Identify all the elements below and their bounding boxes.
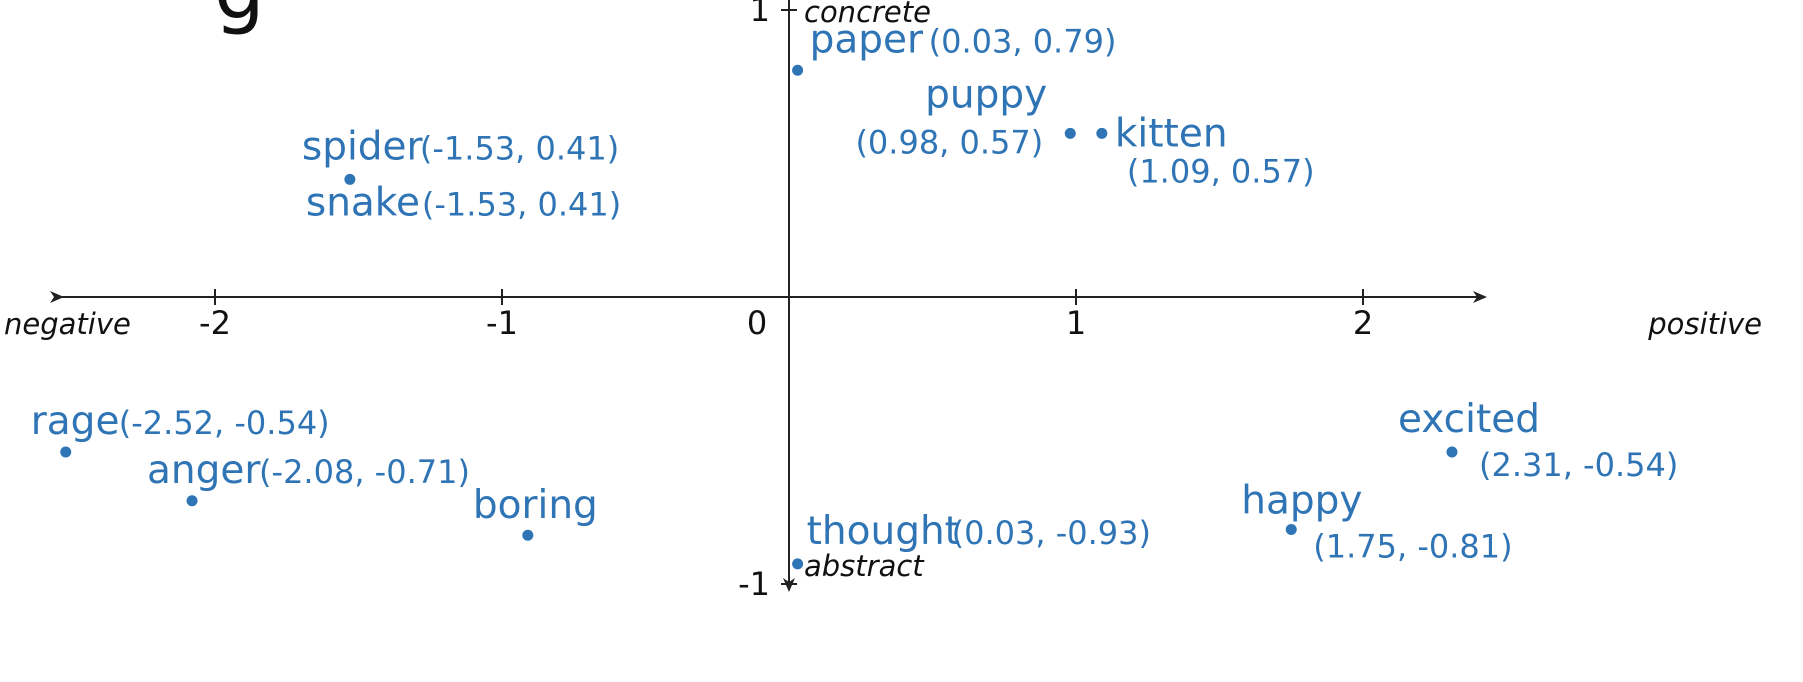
coord-label-snake: (-1.53, 0.41) [422, 185, 621, 223]
y-axis-negative-label: abstract [804, 549, 925, 583]
data-point-puppy [1064, 127, 1076, 139]
data-point-spider [344, 173, 356, 185]
word-label-kitten: kitten [1115, 111, 1228, 156]
data-point-happy [1285, 523, 1297, 535]
coord-label-kitten: (1.09, 0.57) [1127, 152, 1315, 190]
x-axis-positive-label: positive [1647, 307, 1762, 341]
coord-label-anger: (-2.08, -0.71) [259, 453, 470, 491]
x-tick-label: -2 [199, 304, 231, 342]
data-point-anger [186, 495, 198, 507]
data-point-rage [60, 446, 72, 458]
x-tick-label: 2 [1353, 304, 1373, 342]
word-label-puppy: puppy [925, 72, 1047, 117]
x-axis-negative-label: negative [4, 307, 131, 341]
coord-label-puppy: (0.98, 0.57) [855, 123, 1043, 161]
coord-label-paper: (0.03, 0.79) [929, 22, 1117, 60]
data-labels: paper (0.03, 0.79)spider(-1.53, 0.41)snak… [31, 17, 1679, 565]
word-label-thought: thought [807, 509, 960, 554]
coord-label-excited: (2.31, -0.54) [1479, 446, 1678, 484]
word-label-anger: anger [147, 448, 261, 493]
coord-label-thought: (0.03, -0.93) [952, 514, 1151, 552]
data-point-kitten [1096, 127, 1108, 139]
y-tick-label: -1 [738, 565, 770, 603]
corner-fragment: g [214, 0, 265, 37]
word-label-happy: happy [1241, 478, 1362, 523]
coord-label-happy: (1.75, -0.81) [1313, 527, 1512, 565]
coord-label-spider: (-1.53, 0.41) [420, 129, 619, 167]
axes: negative positive concrete abstract g [4, 0, 1762, 592]
x-tick-label: -1 [486, 304, 518, 342]
data-point-boring [522, 529, 534, 541]
data-point-paper [792, 64, 804, 76]
y-tick-label: 1 [750, 0, 770, 29]
x-tick-label: 1 [1066, 304, 1086, 342]
word-label-rage: rage [31, 399, 120, 444]
x-tick-label: 0 [747, 304, 767, 342]
data-points [60, 64, 1458, 570]
coord-label-rage: (-2.52, -0.54) [119, 404, 330, 442]
data-point-excited [1446, 446, 1458, 458]
word-label-snake: snake [306, 180, 420, 225]
word-label-excited: excited [1398, 397, 1540, 442]
data-point-thought [792, 558, 804, 570]
word-label-spider: spider [302, 124, 424, 169]
axis-ticks: -2 -1 0 1 2 1 -1 [199, 0, 1373, 603]
word-label-paper: paper [810, 17, 924, 62]
word-label-boring: boring [473, 483, 598, 528]
y-axis-positive-label: concrete [804, 0, 931, 29]
